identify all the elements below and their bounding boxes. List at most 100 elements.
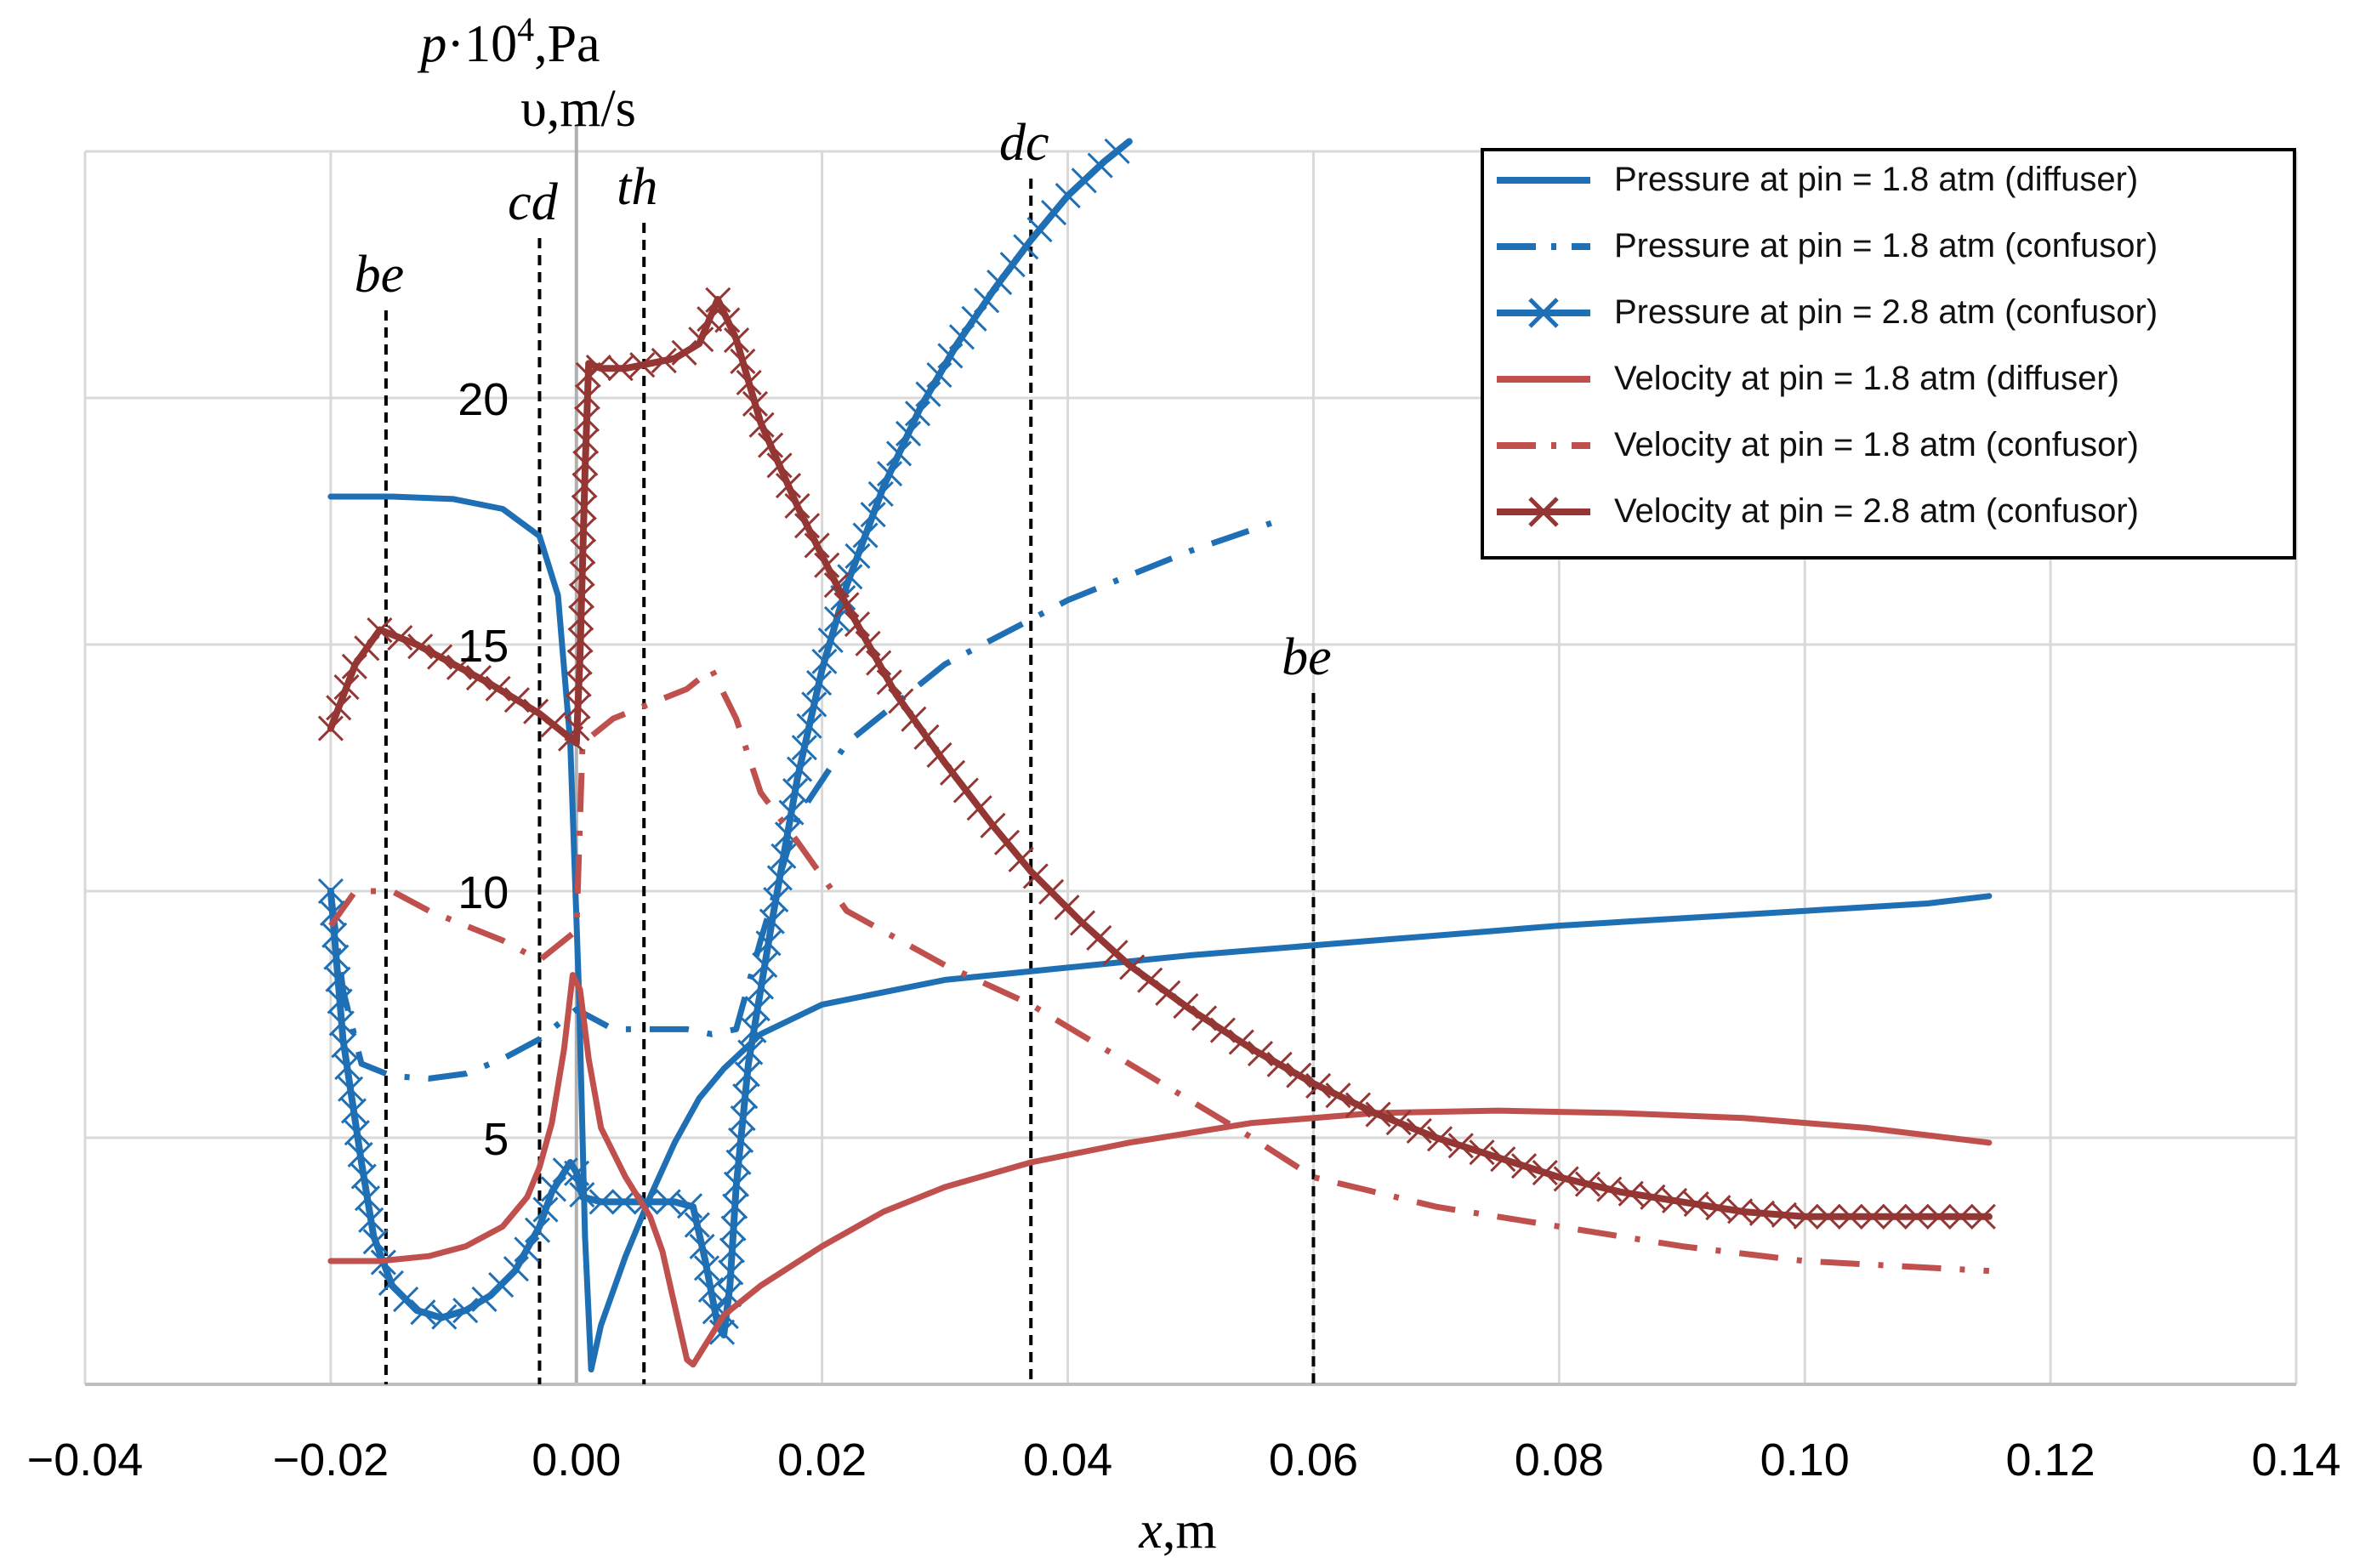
series-marker	[904, 401, 931, 427]
series-marker	[1618, 1180, 1644, 1207]
series-2	[327, 518, 1278, 1082]
series-marker	[787, 756, 813, 782]
series-5	[328, 666, 1990, 1275]
legend-item: Velocity at pin = 1.8 atm (diffuser)	[1497, 360, 2119, 397]
series-marker	[766, 865, 793, 891]
series-marker	[844, 543, 871, 570]
series-marker	[1325, 1082, 1351, 1109]
series-marker	[568, 582, 595, 609]
series-marker	[393, 1286, 419, 1313]
series-marker	[736, 369, 762, 396]
series-marker	[689, 1233, 715, 1259]
series-marker	[1903, 1203, 1930, 1230]
series-marker	[1447, 1133, 1474, 1159]
series-marker	[913, 724, 940, 750]
series-marker	[1748, 1200, 1776, 1226]
series-marker	[1026, 216, 1053, 243]
series-marker	[860, 502, 886, 528]
series-marker	[338, 1076, 364, 1102]
series-marker	[1859, 1203, 1885, 1230]
legend-marker	[1528, 298, 1559, 328]
series-marker	[1727, 1198, 1754, 1224]
series-marker	[987, 269, 1013, 296]
series-marker	[708, 1319, 736, 1345]
series-marker	[671, 339, 697, 366]
legend-item: Pressure at pin = 2.8 atm (confusor)	[1497, 293, 2158, 331]
series-marker	[1104, 138, 1130, 164]
x-tick-label: 0.04	[1023, 1434, 1112, 1486]
series-marker	[1365, 1101, 1391, 1128]
series-marker	[585, 355, 611, 381]
series-marker	[705, 287, 731, 313]
series-marker	[1008, 846, 1034, 872]
series-marker	[655, 1189, 681, 1215]
x-tick-label: −0.04	[27, 1434, 144, 1486]
series-marker	[532, 1196, 559, 1223]
x-tick-label: 0.06	[1269, 1434, 1358, 1486]
series-marker	[817, 627, 844, 653]
legend-label: Velocity at pin = 1.8 atm (diffuser)	[1614, 360, 2119, 397]
series-marker	[1490, 1146, 1516, 1173]
series-marker	[866, 650, 892, 676]
series-marker	[1087, 152, 1113, 179]
series-marker	[855, 630, 881, 656]
series-marker	[804, 532, 830, 559]
series-marker	[1385, 1110, 1412, 1136]
y-axis-label-velocity: υ,m/s	[520, 80, 636, 138]
series-marker	[1228, 1029, 1254, 1055]
series-marker	[730, 348, 756, 375]
series-marker	[676, 1193, 703, 1219]
series-marker	[568, 605, 594, 631]
series-marker	[724, 327, 750, 354]
series-marker	[961, 305, 987, 332]
series-marker	[1925, 1203, 1952, 1230]
x-tick-label: −0.02	[273, 1434, 389, 1486]
series-marker	[465, 664, 492, 691]
series-line	[328, 666, 1990, 1275]
series-marker	[1119, 954, 1146, 980]
series-marker	[755, 930, 782, 957]
series-marker	[974, 287, 1000, 314]
series-marker	[503, 687, 530, 713]
series-marker	[569, 1182, 595, 1208]
y-tick-label: 20	[458, 374, 509, 425]
legend-marker	[1528, 497, 1559, 527]
series-marker	[758, 432, 784, 458]
marker-label-dc: dc	[999, 114, 1049, 172]
series-marker	[410, 1299, 436, 1326]
series-marker	[367, 617, 393, 644]
series-marker	[514, 1236, 540, 1263]
series-3	[317, 138, 1133, 1345]
legend-item: Velocity at pin = 1.8 atm (confusor)	[1497, 426, 2139, 463]
series-marker	[1173, 993, 1199, 1020]
series-marker	[354, 1185, 381, 1212]
x-tick-label: 0.10	[1760, 1434, 1850, 1486]
series-marker	[326, 695, 352, 721]
series-marker	[693, 1255, 720, 1281]
series-marker	[564, 715, 590, 741]
series-marker	[766, 452, 793, 479]
series-marker	[569, 560, 595, 587]
series-marker	[407, 633, 434, 660]
series-marker	[939, 759, 966, 786]
series-marker	[565, 693, 591, 719]
series-marker	[811, 648, 838, 674]
series-marker	[1155, 980, 1181, 1006]
series-marker	[1510, 1153, 1538, 1179]
series-marker	[1661, 1187, 1688, 1214]
series-marker	[323, 944, 350, 970]
series-marker	[948, 324, 975, 350]
marker-label-cd: cd	[508, 173, 559, 231]
series-marker	[573, 406, 600, 432]
series-marker	[926, 361, 952, 389]
series-marker	[325, 966, 351, 992]
series-marker	[471, 1286, 498, 1312]
x-tick-label: 0.02	[777, 1434, 867, 1486]
series-marker	[1815, 1203, 1841, 1230]
series-marker	[427, 644, 453, 670]
series-marker	[1191, 1005, 1218, 1031]
series-marker	[347, 1141, 373, 1167]
series-6	[317, 287, 1996, 1230]
series-marker	[629, 352, 656, 378]
